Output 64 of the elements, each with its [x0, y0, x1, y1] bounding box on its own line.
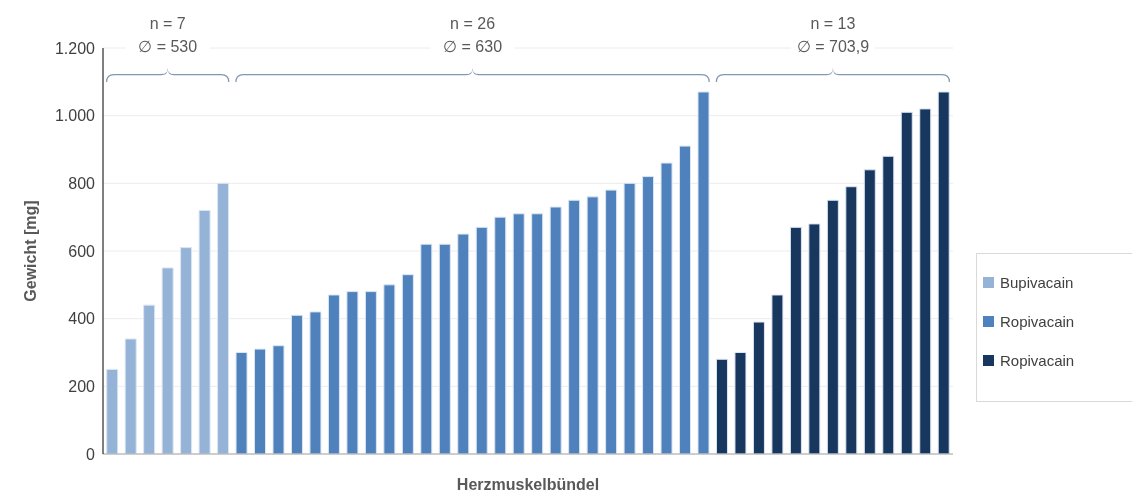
bar	[198, 209, 211, 454]
bar	[937, 91, 950, 454]
bar	[457, 233, 470, 454]
bar	[309, 311, 322, 454]
bar	[882, 155, 895, 454]
bar	[789, 226, 802, 454]
bar	[531, 213, 544, 454]
legend-label: Ropivacain	[1000, 313, 1075, 330]
y-tick-label: 200	[68, 378, 96, 396]
bar	[420, 243, 433, 454]
bar	[660, 162, 673, 454]
bar	[845, 186, 858, 454]
bar	[512, 213, 525, 454]
y-tick-label: 1.200	[54, 39, 96, 57]
bar	[808, 223, 821, 454]
bar	[235, 352, 248, 454]
y-tick-label: 800	[68, 175, 96, 193]
bar	[124, 338, 137, 454]
bar	[346, 291, 359, 454]
bar	[697, 91, 710, 454]
annotation: ∅ = 703,9	[796, 38, 870, 55]
bar	[327, 294, 340, 454]
y-axis-title: Gewicht [mg]	[21, 200, 39, 302]
bar	[475, 226, 488, 454]
bar	[734, 352, 747, 454]
y-tick-label: 400	[68, 310, 96, 328]
bar	[364, 291, 377, 454]
bar	[180, 247, 193, 454]
bar	[752, 321, 765, 454]
bar	[217, 182, 230, 454]
bar	[715, 358, 728, 454]
y-tick-label: 1.000	[54, 107, 96, 125]
text: n = 26	[450, 15, 496, 32]
y-tick-label: 600	[68, 242, 96, 260]
annotation: ∅ = 530	[138, 38, 198, 55]
bar	[143, 304, 156, 454]
bar	[438, 243, 451, 454]
annotation: ∅ = 630	[443, 38, 503, 55]
bar	[771, 294, 784, 454]
bar	[623, 182, 636, 454]
bar	[254, 348, 267, 454]
bar	[568, 199, 581, 454]
text: n = 7	[149, 15, 186, 32]
legend-label: Ropivacain	[1000, 352, 1075, 369]
bar	[290, 314, 303, 454]
bar	[642, 176, 655, 454]
bar	[401, 274, 414, 454]
bar	[383, 284, 396, 454]
bar	[605, 189, 618, 454]
legend-label: Bupivacain	[1000, 274, 1074, 291]
bar	[679, 145, 692, 454]
bar	[106, 368, 119, 454]
y-tick-label: 0	[86, 445, 96, 463]
x-axis-title: Herzmuskelbündel	[456, 476, 600, 493]
bar	[900, 111, 913, 454]
bar	[272, 345, 285, 454]
bar	[586, 196, 599, 454]
bar	[826, 199, 839, 454]
bar	[549, 206, 562, 454]
bar	[919, 108, 932, 454]
bar	[863, 169, 876, 454]
text: n = 13	[810, 15, 856, 32]
bar	[494, 216, 507, 454]
bar	[161, 267, 174, 454]
